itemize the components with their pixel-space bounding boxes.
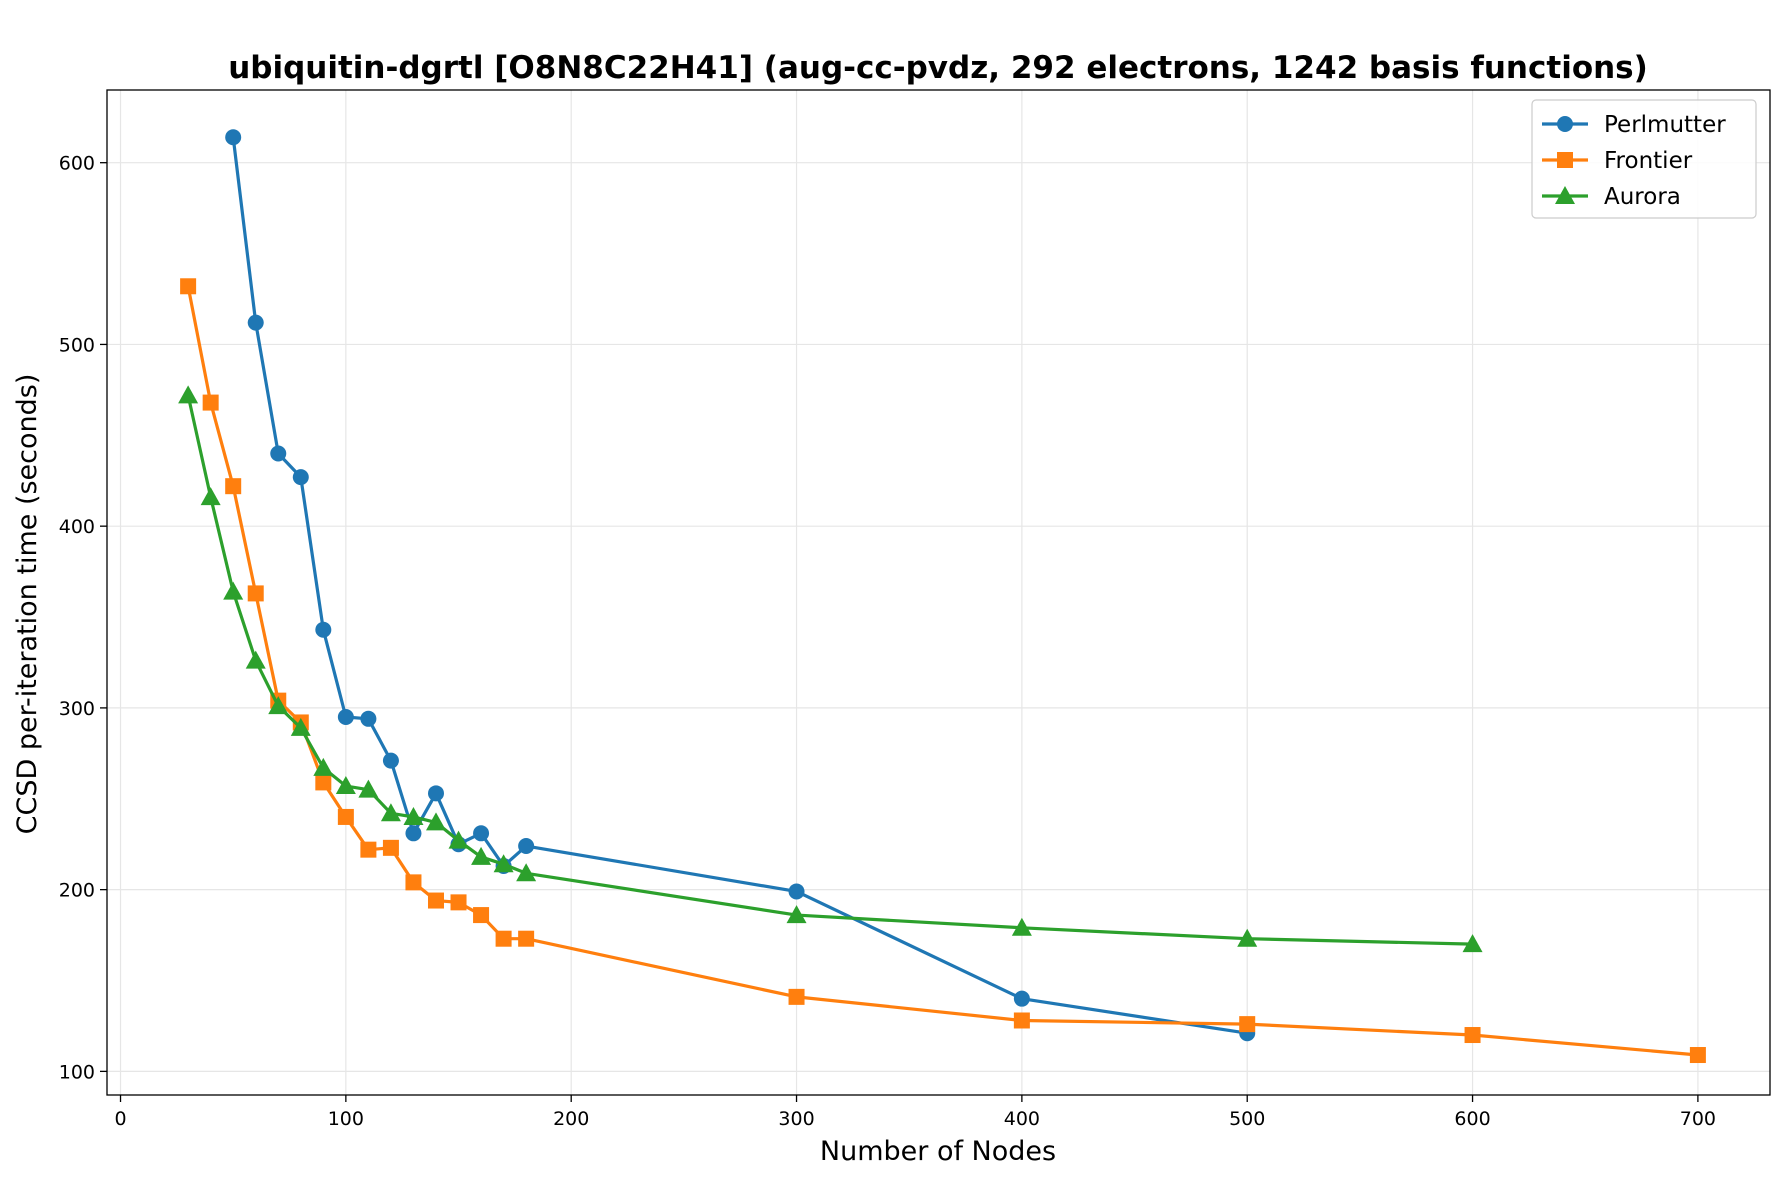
legend-marker: [1555, 186, 1575, 204]
data-point-perlmutter: [473, 825, 490, 842]
data-point-frontier: [1239, 1016, 1256, 1033]
data-point-perlmutter: [270, 445, 287, 462]
data-point-aurora: [178, 385, 199, 404]
y-tick-label: 600: [59, 153, 95, 175]
y-tick-label: 400: [59, 516, 95, 538]
data-point-aurora: [425, 812, 446, 831]
data-point-perlmutter: [788, 883, 805, 900]
data-point-aurora: [1462, 934, 1483, 953]
data-point-perlmutter: [518, 838, 535, 855]
x-tick-label: 600: [1454, 1108, 1490, 1130]
legend-marker: [1557, 152, 1573, 168]
data-point-frontier: [1013, 1012, 1030, 1029]
y-tick-label: 100: [59, 1061, 95, 1083]
series-layer: [178, 129, 1706, 1064]
data-point-perlmutter: [1013, 990, 1030, 1007]
grid-lines: [107, 90, 1770, 1095]
data-point-frontier: [405, 874, 422, 891]
data-point-aurora: [786, 905, 807, 924]
data-point-frontier: [202, 394, 219, 411]
data-point-frontier: [225, 478, 242, 495]
data-point-perlmutter: [247, 314, 264, 331]
data-point-aurora: [471, 846, 492, 865]
legend-item-aurora: Aurora: [1542, 184, 1681, 210]
chart-title: ubiquitin-dgrtl [O8N8C22H41] (aug-cc-pvd…: [228, 50, 1648, 86]
data-point-frontier: [247, 585, 264, 602]
data-point-perlmutter: [225, 129, 242, 146]
x-tick-label: 0: [114, 1108, 126, 1130]
legend-label: Aurora: [1604, 184, 1681, 210]
data-point-aurora: [516, 863, 537, 882]
x-tick-label: 400: [1004, 1108, 1040, 1130]
legend: Perlmutter Frontier Aurora: [1531, 99, 1757, 219]
data-point-frontier: [450, 894, 467, 911]
axes: 0 100 200 300 400 500 600 700 100 200 300 400 500 600: [59, 89, 1771, 1130]
x-tick-label: 500: [1229, 1108, 1265, 1130]
data-point-frontier: [495, 930, 512, 947]
data-point-perlmutter: [382, 752, 399, 769]
y-tick-label: 200: [59, 880, 95, 902]
data-point-aurora: [245, 650, 266, 669]
legend-label: Perlmutter: [1604, 112, 1726, 138]
plot-frame: [106, 89, 1771, 1096]
series-aurora: [178, 385, 1483, 953]
legend-item-perlmutter: Perlmutter: [1542, 112, 1726, 138]
legend-marker: [1557, 116, 1573, 132]
data-point-perlmutter: [337, 708, 354, 725]
data-point-frontier: [315, 774, 332, 791]
data-point-aurora: [403, 806, 424, 825]
y-tick-label: 300: [59, 698, 95, 720]
data-point-frontier: [518, 930, 535, 947]
x-tick-label: 700: [1680, 1108, 1716, 1130]
series-frontier: [180, 278, 1706, 1064]
data-point-perlmutter: [360, 710, 377, 727]
data-point-perlmutter: [292, 469, 309, 486]
data-point-perlmutter: [315, 621, 332, 638]
data-point-aurora: [290, 717, 311, 736]
data-point-frontier: [337, 808, 354, 825]
data-point-aurora: [380, 803, 401, 822]
data-point-aurora: [223, 581, 244, 600]
data-point-frontier: [360, 841, 377, 858]
x-tick-label: 300: [778, 1108, 814, 1130]
data-point-perlmutter: [427, 785, 444, 802]
x-tick-label: 200: [553, 1108, 589, 1130]
data-point-aurora: [493, 854, 514, 873]
data-point-frontier: [382, 839, 399, 856]
y-tick-label: 500: [59, 334, 95, 356]
y-axis-label: CCSD per-iteration time (seconds): [12, 374, 43, 835]
data-point-aurora: [1237, 928, 1258, 947]
data-point-frontier: [473, 907, 490, 924]
data-point-aurora: [313, 757, 334, 776]
data-point-frontier: [427, 892, 444, 909]
data-point-aurora: [268, 696, 289, 715]
data-point-frontier: [180, 278, 197, 295]
data-point-aurora: [200, 487, 221, 506]
x-tick-label: 100: [328, 1108, 364, 1130]
data-point-aurora: [448, 830, 469, 849]
data-point-frontier: [1464, 1027, 1481, 1044]
legend-item-frontier: Frontier: [1542, 148, 1693, 174]
data-point-aurora: [1011, 917, 1032, 936]
legend-label: Frontier: [1604, 148, 1693, 174]
data-point-frontier: [1689, 1047, 1706, 1064]
data-point-aurora: [358, 779, 379, 798]
data-point-perlmutter: [405, 825, 422, 842]
legend-box: [1531, 99, 1757, 219]
data-point-frontier: [788, 988, 805, 1005]
data-point-aurora: [335, 776, 356, 795]
x-axis-label: Number of Nodes: [820, 1136, 1056, 1167]
